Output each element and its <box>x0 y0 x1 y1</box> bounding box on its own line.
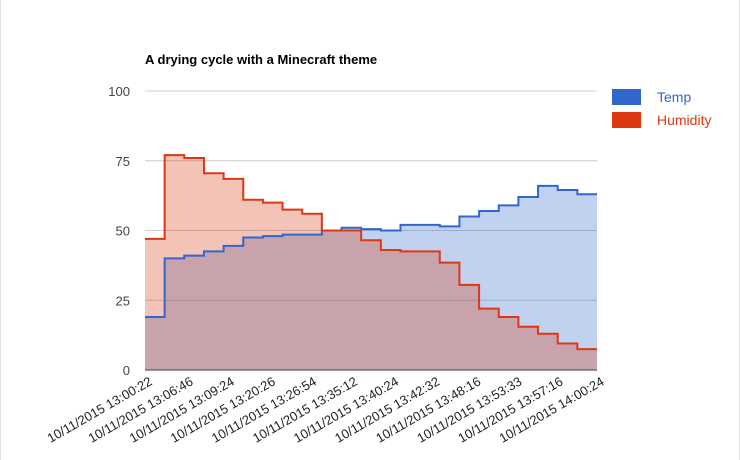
series-line-humidity <box>145 154 597 351</box>
y-tick-label: 100 <box>108 84 130 99</box>
series-area-humidity <box>145 155 597 370</box>
legend-label-humidity: Humidity <box>657 112 711 128</box>
legend-label-temp: Temp <box>657 89 691 105</box>
y-axis: 0 25 50 75 100 <box>108 84 130 378</box>
legend-swatch-humidity <box>612 112 641 128</box>
series-lines <box>145 154 597 351</box>
y-tick-label: 0 <box>123 363 130 378</box>
y-tick-label: 50 <box>116 224 130 239</box>
legend: Temp Humidity <box>612 89 711 128</box>
series-line-temp <box>145 184 597 318</box>
y-tick-label: 75 <box>116 154 130 169</box>
series-areas <box>145 155 597 370</box>
y-tick-label: 25 <box>116 293 130 308</box>
series-area-temp <box>145 185 597 370</box>
grid <box>145 90 597 371</box>
legend-swatch-temp <box>612 89 641 105</box>
chart-title: A drying cycle with a Minecraft theme <box>145 52 377 67</box>
